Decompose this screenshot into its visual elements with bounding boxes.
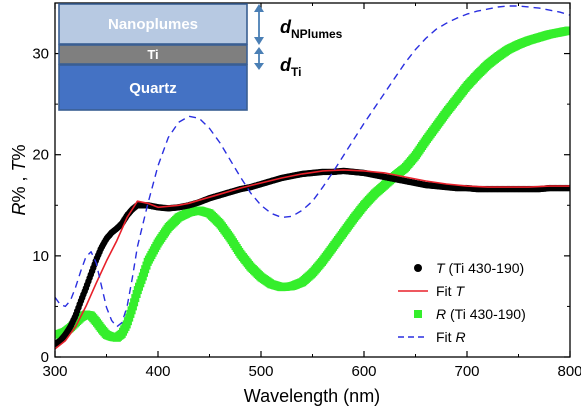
layer-ti [58,44,248,65]
x-tick-label: 700 [454,363,479,380]
legend-marker-r-measured [414,310,422,318]
dim-ti-label: dTi [280,55,301,79]
layer-quartz [58,64,248,111]
y-tick-label: 10 [32,248,49,265]
r-measured-point [128,302,137,311]
legend-marker-t-measured [414,264,422,272]
fit-t-line [55,169,570,350]
series-3 [55,5,570,328]
layer-nanoplumes-label: Nanoplumes [108,16,198,33]
legend-label-r-measured: R (Ti 430-190) [436,306,526,322]
dimension-arrow-nplumes [254,4,264,45]
y-tick-label: 30 [32,46,49,63]
x-tick-label: 600 [351,363,376,380]
layer-nanoplumes [58,3,248,45]
x-tick-label: 400 [145,363,170,380]
r-measured-point [130,298,139,307]
layer-quartz-label: Quartz [129,80,177,97]
x-tick-label: 300 [42,363,67,380]
series-1 [55,169,570,350]
dimension-arrow-ti [254,47,264,70]
legend-label-t-fit: Fit T [436,283,465,299]
series-layer [55,5,570,350]
legend: T (Ti 430-190) Fit T R (Ti 430-190) Fit … [398,260,526,345]
x-tick-label: 500 [248,363,273,380]
legend-label-r-fit: Fit R [436,329,466,345]
series-2 [55,26,570,342]
x-axis-title: Wavelength (nm) [244,386,380,406]
r-measured-point [131,294,140,303]
legend-label-t-measured: T (Ti 430-190) [436,260,524,276]
inset-diagram: Nanoplumes Ti Quartz dNPlumes dTi [58,3,343,111]
layer-ti-label: Ti [147,47,158,62]
ticklabels-layer: 300 400 500 600 700 800 0 10 20 30 [32,46,581,380]
r-measured-point [565,26,570,35]
x-tick-label: 800 [557,363,581,380]
dim-nplumes-label: dNPlumes [280,17,343,41]
y-tick-label: 20 [32,147,49,164]
y-axis-title: R% , T% [9,144,29,215]
fit-r-line [55,5,570,328]
y-tick-label: 0 [41,349,49,366]
